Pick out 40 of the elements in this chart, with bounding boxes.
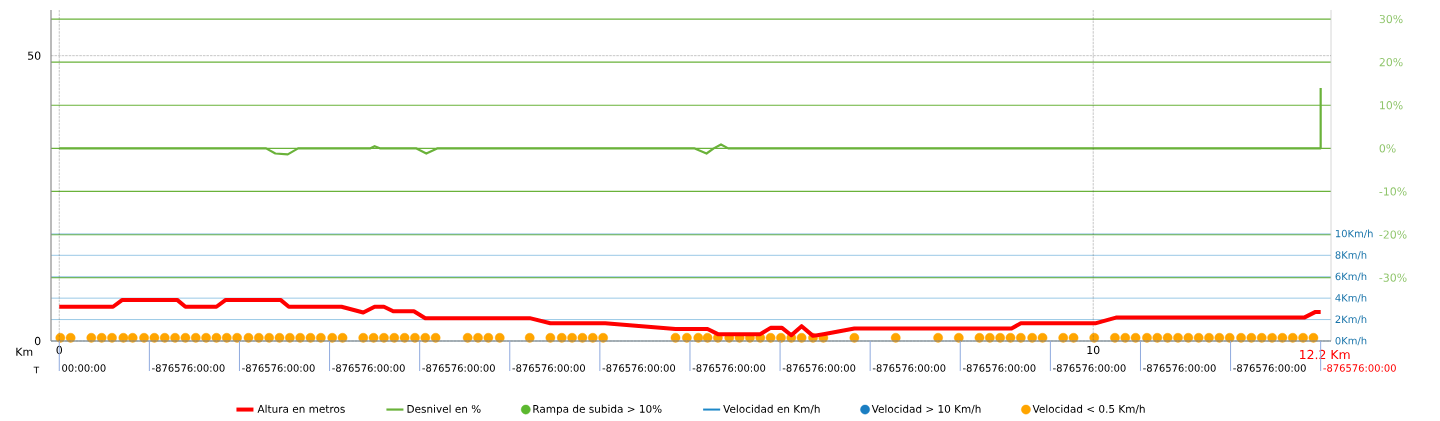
legend-label: Rampa de subida > 10% — [533, 404, 662, 415]
text: -876576:00:00 — [1143, 364, 1216, 372]
y3-tick-label: 0Km/h — [1335, 336, 1367, 346]
line-series — [58, 86, 1322, 156]
y2-tick-label: -20% — [1379, 230, 1407, 239]
y3-tick-label: 4Km/h — [1335, 293, 1367, 303]
text: -876576:00:00 — [602, 364, 676, 372]
y2-tick-label: 30% — [1379, 14, 1403, 24]
text: -876576:00:00 — [1053, 364, 1126, 372]
x-axis-title: Km — [16, 347, 33, 356]
legend-label: Velocidad < 0.5 Km/h — [1032, 404, 1145, 414]
legend-label: Velocidad en Km/h — [723, 404, 820, 414]
text: 12.2 Km — [1300, 349, 1350, 360]
text: -876576:00:00 — [332, 364, 405, 372]
text: -876576:00:00 — [692, 364, 766, 372]
text: -876576:00:00 — [512, 364, 585, 372]
y3-tick-label: 10Km/h — [1335, 229, 1373, 239]
text: -876576:00:00 — [422, 364, 495, 372]
text: -876576:00:00 — [1323, 364, 1396, 372]
x-tick-label: 10 — [1087, 345, 1100, 355]
text: -876576:00:00 — [152, 364, 225, 372]
text: -876576:00:00 — [1233, 364, 1306, 372]
text: -876576:00:00 — [782, 364, 856, 372]
y2-tick-label: -10% — [1379, 187, 1407, 196]
legend-label: Desnivel en % — [407, 404, 481, 413]
y2-tick-label: 0% — [1379, 144, 1396, 153]
y2-tick-label: 10% — [1380, 101, 1403, 110]
text: T — [33, 366, 40, 374]
y2-tick-label: -30% — [1379, 273, 1407, 282]
y3-tick-label: 2Km/h — [1335, 315, 1367, 324]
y3-tick-label: 8Km/h — [1335, 251, 1367, 260]
y3-tick-label: 6Km/h — [1335, 272, 1367, 281]
y2-tick-label: 20% — [1379, 58, 1403, 67]
text: -876576:00:00 — [872, 364, 946, 372]
legend-label: Altura en metros — [257, 404, 345, 413]
text: -876576:00:00 — [242, 364, 315, 372]
legend-label: Velocidad > 10 Km/h — [871, 404, 981, 414]
y-tick-label: 50 — [28, 51, 41, 60]
text: 00:00:00 — [62, 364, 106, 372]
text: -876576:00:00 — [962, 364, 1036, 372]
